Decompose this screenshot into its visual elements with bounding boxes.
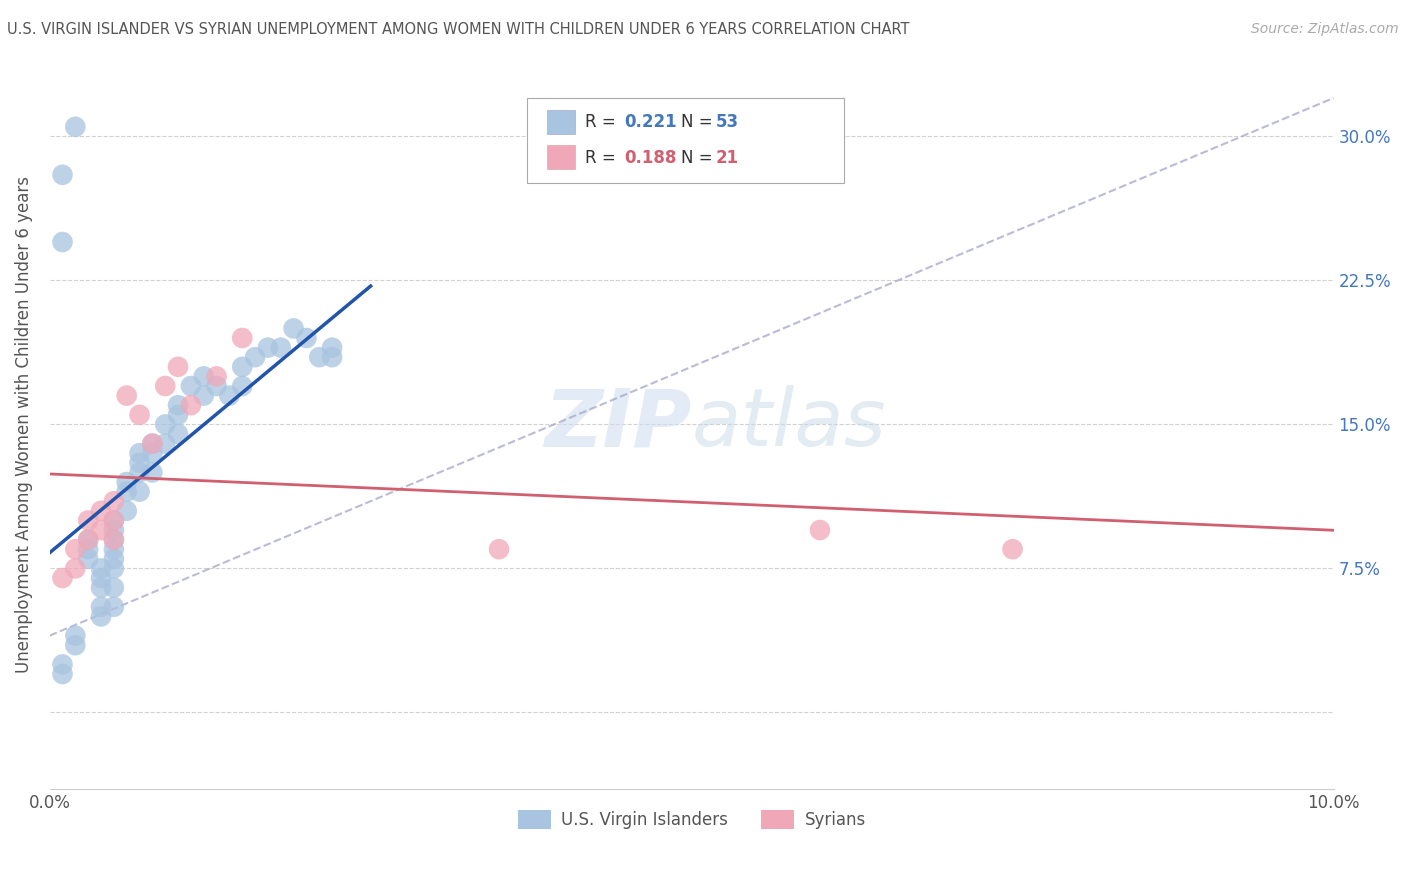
Point — [103, 533, 125, 547]
Point — [231, 331, 253, 345]
Text: N =: N = — [681, 113, 717, 131]
Text: R =: R = — [585, 113, 621, 131]
Point — [51, 571, 73, 585]
Point — [321, 341, 343, 355]
Point — [270, 341, 292, 355]
Text: R =: R = — [585, 149, 621, 167]
Point — [141, 446, 163, 460]
Point — [167, 359, 190, 374]
Text: atlas: atlas — [692, 385, 886, 464]
Text: 0.221: 0.221 — [624, 113, 676, 131]
Point — [141, 466, 163, 480]
Point — [103, 494, 125, 508]
Point — [90, 561, 112, 575]
Point — [167, 398, 190, 412]
Point — [103, 599, 125, 614]
Point — [90, 609, 112, 624]
Point — [65, 120, 87, 134]
Point — [90, 523, 112, 537]
Text: N =: N = — [681, 149, 717, 167]
Text: 53: 53 — [716, 113, 738, 131]
Point — [65, 629, 87, 643]
Point — [77, 533, 100, 547]
Point — [51, 235, 73, 249]
Point — [103, 561, 125, 575]
Point — [243, 350, 266, 364]
Text: U.S. VIRGIN ISLANDER VS SYRIAN UNEMPLOYMENT AMONG WOMEN WITH CHILDREN UNDER 6 YE: U.S. VIRGIN ISLANDER VS SYRIAN UNEMPLOYM… — [7, 22, 910, 37]
Point — [231, 359, 253, 374]
Point — [180, 379, 202, 393]
Point — [808, 523, 831, 537]
Point — [295, 331, 318, 345]
Text: Source: ZipAtlas.com: Source: ZipAtlas.com — [1251, 22, 1399, 37]
Point — [180, 398, 202, 412]
Point — [51, 667, 73, 681]
Text: ZIP: ZIP — [544, 385, 692, 464]
Point — [205, 379, 228, 393]
Y-axis label: Unemployment Among Women with Children Under 6 years: Unemployment Among Women with Children U… — [15, 176, 32, 673]
Point — [77, 551, 100, 566]
Point — [103, 581, 125, 595]
Point — [128, 408, 150, 422]
Point — [65, 638, 87, 652]
Point — [115, 389, 138, 403]
Point — [103, 542, 125, 557]
Point — [115, 484, 138, 499]
Point — [141, 436, 163, 450]
Point — [128, 456, 150, 470]
Point — [103, 513, 125, 527]
Point — [141, 436, 163, 450]
Point — [65, 542, 87, 557]
Point — [257, 341, 280, 355]
Point — [90, 504, 112, 518]
Point — [167, 427, 190, 442]
Point — [103, 513, 125, 527]
Point — [155, 379, 177, 393]
Point — [103, 551, 125, 566]
Point — [167, 408, 190, 422]
Point — [65, 561, 87, 575]
Point — [51, 168, 73, 182]
Point — [231, 379, 253, 393]
Point — [218, 389, 240, 403]
Point — [103, 533, 125, 547]
Point — [128, 466, 150, 480]
Point — [77, 542, 100, 557]
Point — [77, 533, 100, 547]
Point — [128, 484, 150, 499]
Point — [103, 523, 125, 537]
Point — [488, 542, 510, 557]
Point — [115, 504, 138, 518]
Point — [115, 475, 138, 489]
Point — [308, 350, 330, 364]
Point — [90, 599, 112, 614]
Text: 0.188: 0.188 — [624, 149, 676, 167]
Point — [283, 321, 305, 335]
Point — [193, 369, 215, 384]
Legend: U.S. Virgin Islanders, Syrians: U.S. Virgin Islanders, Syrians — [510, 803, 872, 836]
Point — [77, 513, 100, 527]
Point — [90, 581, 112, 595]
Point — [155, 417, 177, 432]
Point — [321, 350, 343, 364]
Point — [128, 446, 150, 460]
Point — [51, 657, 73, 672]
Point — [155, 436, 177, 450]
Text: 21: 21 — [716, 149, 738, 167]
Point — [1001, 542, 1024, 557]
Point — [205, 369, 228, 384]
Point — [90, 571, 112, 585]
Point — [193, 389, 215, 403]
